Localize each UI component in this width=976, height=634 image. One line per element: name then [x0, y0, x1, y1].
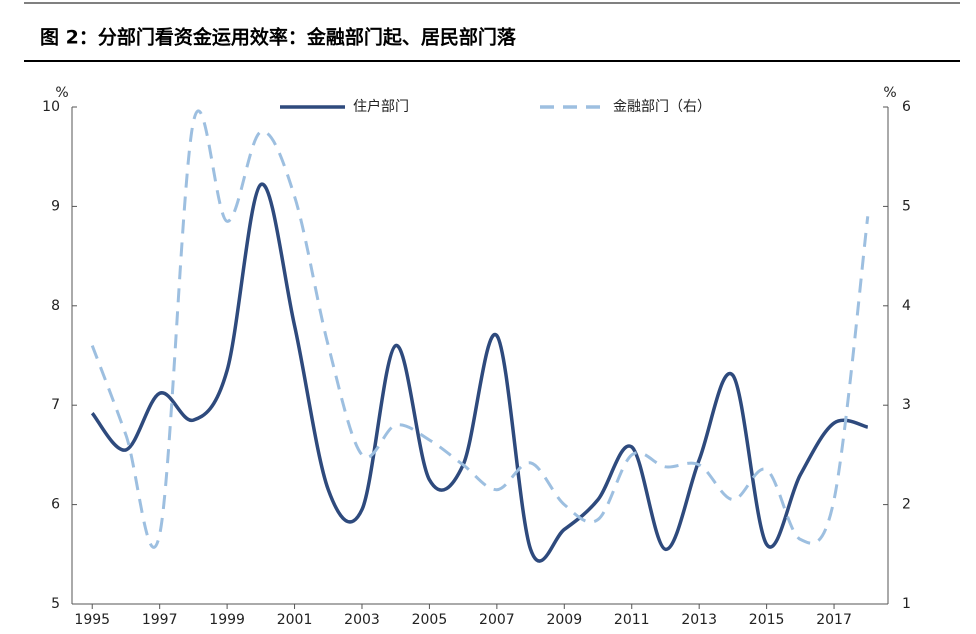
x-tick-label: 2017: [816, 612, 852, 628]
x-tick-label: 2003: [344, 612, 380, 628]
y-unit: %: [55, 85, 68, 101]
y2-tick-label: 1: [902, 596, 911, 612]
series-line: [90, 182, 869, 563]
y-tick-label: 8: [51, 298, 60, 314]
y2-tick-label: 3: [902, 397, 911, 413]
x-tick-label: 2013: [681, 612, 717, 628]
chart-title: 图 2：分部门看资金运用效率：金融部门起、居民部门落: [40, 26, 517, 49]
y-tick-label: 5: [51, 596, 60, 612]
y-tick-label: 6: [51, 497, 60, 513]
legend-label: 住户部门: [353, 98, 409, 115]
y2-tick-label: 4: [902, 298, 911, 314]
y-tick-label: 10: [42, 99, 60, 115]
x-tick-label: 2015: [749, 612, 785, 628]
y2-tick-label: 2: [902, 497, 911, 513]
x-tick-label: 2005: [412, 612, 448, 628]
x-tick-label: 2001: [277, 612, 313, 628]
x-tick-label: 1997: [142, 612, 178, 628]
y2-tick-label: 5: [902, 198, 911, 214]
x-tick-label: 2011: [614, 612, 650, 628]
y-tick-label: 9: [51, 198, 60, 214]
x-tick-label: 2009: [546, 612, 582, 628]
series-line: [90, 109, 870, 549]
x-tick-label: 1999: [209, 612, 245, 628]
y2-unit: %: [883, 85, 896, 101]
x-tick-label: 2007: [479, 612, 515, 628]
legend-label: 金融部门（右）: [613, 99, 711, 115]
y2-tick-label: 6: [902, 99, 911, 115]
y-tick-label: 7: [51, 397, 60, 413]
x-tick-label: 1995: [74, 612, 110, 628]
